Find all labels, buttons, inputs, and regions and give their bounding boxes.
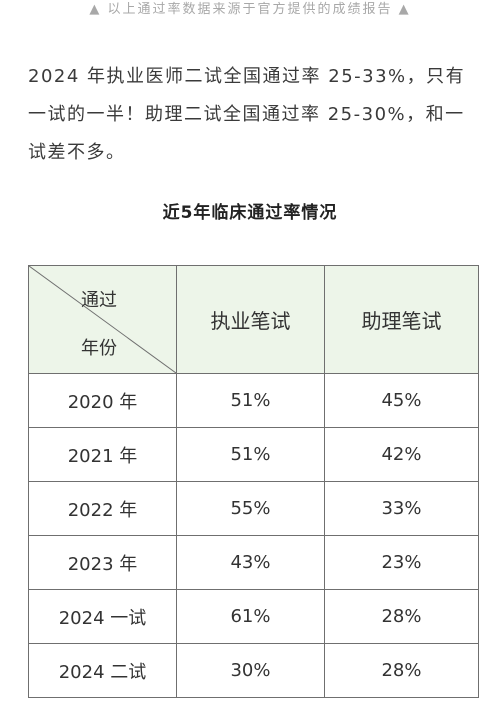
- assistant-rate-cell: 28%: [324, 589, 479, 644]
- intro-paragraph-block: 2024 年执业医师二试全国通过率 25-33%，只有一试的一半！助理二试全国通…: [28, 58, 476, 172]
- assistant-rate-cell: 28%: [324, 643, 479, 698]
- practicing-rate-cell: 51%: [176, 427, 325, 482]
- source-note-banner: ▲ 以上通过率数据来源于官方提供的成绩报告 ▲: [0, 0, 500, 22]
- practicing-rate-cell: 61%: [176, 589, 325, 644]
- assistant-rate-cell: 42%: [324, 427, 479, 482]
- pass-rate-table: 通过 年份 执业笔试 助理笔试 2020 年 51% 45% 2021 年 51…: [28, 265, 479, 698]
- practicing-rate-cell: 30%: [176, 643, 325, 698]
- diagonal-header-cell: 通过 年份: [28, 265, 177, 374]
- corner-label-year: 年份: [81, 338, 117, 359]
- table-row: 2020 年 51% 45%: [28, 373, 479, 428]
- assistant-rate-cell: 23%: [324, 535, 479, 590]
- assistant-rate-cell: 45%: [324, 373, 479, 428]
- table-title: 近5年临床通过率情况: [162, 203, 338, 223]
- year-cell: 2021 年: [28, 427, 177, 482]
- corner-label-pass: 通过: [81, 290, 117, 311]
- year-cell: 2024 一试: [28, 589, 177, 644]
- column-header-practicing: 执业笔试: [176, 265, 325, 374]
- source-note-text: 以上通过率数据来源于官方提供的成绩报告: [107, 2, 393, 17]
- table-row: 2022 年 55% 33%: [28, 481, 479, 536]
- year-cell: 2023 年: [28, 535, 177, 590]
- intro-paragraph: 2024 年执业医师二试全国通过率 25-33%，只有一试的一半！助理二试全国通…: [28, 66, 466, 163]
- table-row: 2021 年 51% 42%: [28, 427, 479, 482]
- year-cell: 2020 年: [28, 373, 177, 428]
- year-cell: 2024 二试: [28, 643, 177, 698]
- table-header-row: 通过 年份 执业笔试 助理笔试: [28, 265, 479, 374]
- table-row: 2024 二试 30% 28%: [28, 643, 479, 698]
- up-triangle-icon: ▲: [89, 2, 102, 17]
- year-cell: 2022 年: [28, 481, 177, 536]
- column-header-assistant: 助理笔试: [324, 265, 479, 374]
- up-triangle-icon: ▲: [398, 2, 411, 17]
- table-row: 2024 一试 61% 28%: [28, 589, 479, 644]
- practicing-rate-cell: 51%: [176, 373, 325, 428]
- practicing-rate-cell: 55%: [176, 481, 325, 536]
- assistant-rate-cell: 33%: [324, 481, 479, 536]
- diagonal-line: [29, 266, 176, 373]
- table-row: 2023 年 43% 23%: [28, 535, 479, 590]
- practicing-rate-cell: 43%: [176, 535, 325, 590]
